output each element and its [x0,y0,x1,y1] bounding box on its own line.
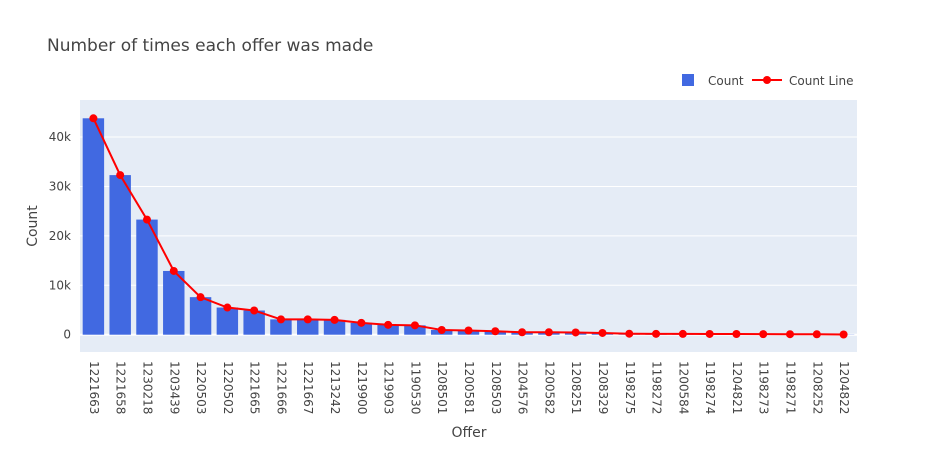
y-tick-label: 10k [49,278,71,292]
legend-label-count-line: Count Line [789,74,853,88]
legend-item-count-line[interactable]: Count Line [752,74,853,88]
line-point[interactable] [304,315,312,323]
legend-item-count[interactable]: Count [682,74,744,88]
line-point[interactable] [813,330,821,338]
line-point[interactable] [732,330,740,338]
line-point[interactable] [277,315,285,323]
x-tick-label: 1220503 [194,361,208,414]
x-tick-label: 1204822 [837,361,851,414]
line-point[interactable] [170,267,178,275]
bar[interactable] [190,297,211,335]
x-tick-label: 1221666 [274,361,288,414]
x-tick-label: 1208503 [489,361,503,414]
line-point[interactable] [331,316,339,324]
x-tick-label: 1221663 [87,361,101,414]
line-point[interactable] [572,328,580,336]
x-tick-label: 1200581 [462,361,476,414]
line-point[interactable] [491,327,499,335]
x-axis-label: Offer [451,425,486,441]
x-tick-label: 1198274 [703,361,717,414]
bar[interactable] [136,220,157,335]
bar[interactable] [163,271,184,335]
x-tick-label: 1200582 [542,361,556,414]
x-tick-label: 1221667 [301,361,315,414]
line-point[interactable] [625,330,633,338]
x-tick-label: 1203439 [167,361,181,414]
y-tick-label: 30k [49,179,71,193]
x-axis-ticks: 1221663 1221658 1230218 1203439 1220503 12205… [87,361,851,414]
x-tick-label: 1204821 [730,361,744,414]
line-point[interactable] [357,319,365,327]
bar[interactable] [83,118,104,334]
line-point[interactable] [840,331,848,339]
line-point[interactable] [465,327,473,335]
line-point[interactable] [598,329,606,337]
y-axis-ticks: 0 10k 20k 30k 40k [49,130,71,342]
line-point[interactable] [143,216,151,224]
y-tick-label: 20k [49,229,71,243]
line-point[interactable] [116,171,124,179]
chart-title: Number of times each offer was made [47,36,373,56]
x-tick-label: 1208252 [810,361,824,414]
line-point[interactable] [438,326,446,334]
line-point[interactable] [652,330,660,338]
bar[interactable] [109,175,130,335]
line-point[interactable] [518,328,526,336]
bar[interactable] [217,308,238,335]
x-tick-label: 1221665 [248,361,262,414]
x-tick-label: 1213242 [328,361,342,414]
y-axis-label: Count [25,205,41,247]
legend-bar-swatch [682,74,694,86]
legend-marker-swatch [763,76,771,84]
x-tick-label: 1198272 [650,361,664,414]
x-tick-label: 1220502 [221,361,235,414]
x-tick-label: 1190530 [408,361,422,414]
legend[interactable]: Count Count Line [682,74,853,88]
legend-label-count: Count [708,74,744,88]
line-point[interactable] [759,330,767,338]
x-tick-label: 1219903 [382,361,396,414]
line-point[interactable] [786,330,794,338]
line-point[interactable] [706,330,714,338]
line-point[interactable] [411,321,419,329]
line-point[interactable] [223,304,231,312]
x-tick-label: 1221658 [114,361,128,414]
line-point[interactable] [545,328,553,336]
line-point[interactable] [250,306,258,314]
x-tick-label: 1208329 [596,361,610,414]
x-tick-label: 1198275 [623,361,637,414]
x-tick-label: 1198271 [784,361,798,414]
line-point[interactable] [384,321,392,329]
x-tick-label: 1230218 [140,361,154,414]
y-tick-label: 0 [63,328,71,342]
line-point[interactable] [679,330,687,338]
x-tick-label: 1198273 [757,361,771,414]
x-tick-label: 1200584 [676,361,690,414]
x-tick-label: 1208501 [435,361,449,414]
x-tick-label: 1219900 [355,361,369,414]
y-tick-label: 40k [49,130,71,144]
line-point[interactable] [197,293,205,301]
line-point[interactable] [89,114,97,122]
x-tick-label: 1204576 [516,361,530,414]
x-tick-label: 1208251 [569,361,583,414]
